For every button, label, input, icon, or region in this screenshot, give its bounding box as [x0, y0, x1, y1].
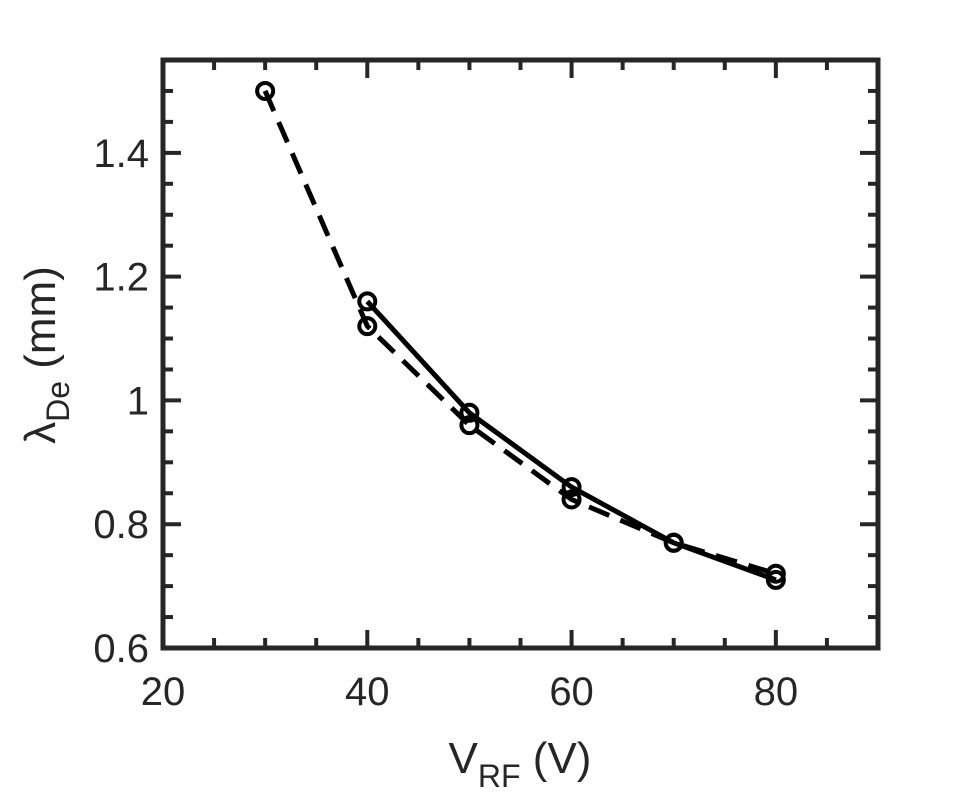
series-solid-point [663, 532, 684, 553]
y-axis-title: λDe (mm) [16, 266, 76, 444]
x-axis-title-sub: RF [478, 758, 521, 794]
x-tick-label: 40 [345, 670, 390, 714]
series-dashed-line [262, 89, 777, 577]
x-tick-label: 60 [549, 670, 594, 714]
series-solid-point [765, 569, 786, 590]
y-tick-label: 1.2 [93, 256, 149, 300]
y-tick-label: 0.6 [93, 627, 149, 671]
y-tick-label: 1 [127, 379, 149, 423]
series-dashed-point [357, 316, 378, 337]
series-solid-point [561, 477, 582, 498]
y-axis-title-sub: De [40, 381, 76, 422]
series-dashed-point [765, 563, 786, 584]
x-tick-label: 80 [754, 670, 799, 714]
series-solid-line [365, 299, 777, 583]
x-axis-title-unit: (V) [521, 734, 592, 783]
series-dashed-point [561, 489, 582, 510]
x-axis-title: VRF (V) [449, 734, 592, 794]
y-tick-label: 0.8 [93, 503, 149, 547]
x-tick-label: 20 [141, 670, 186, 714]
series-layer [255, 80, 786, 590]
y-tick-label: 1.4 [93, 132, 149, 176]
y-axis-title-unit: (mm) [16, 266, 65, 381]
labels-layer: 20 40 60 80 0.6 0.8 1 1.2 1.4 [93, 132, 798, 714]
y-axis-title-main: λ [16, 422, 65, 444]
plot-frame [160, 57, 881, 651]
series-solid-point [459, 402, 480, 423]
ticks-layer [163, 60, 878, 648]
series-dashed-point [255, 80, 276, 101]
series-solid-point [357, 291, 378, 312]
x-axis-title-main: V [449, 734, 479, 783]
series-dashed-point [459, 415, 480, 436]
